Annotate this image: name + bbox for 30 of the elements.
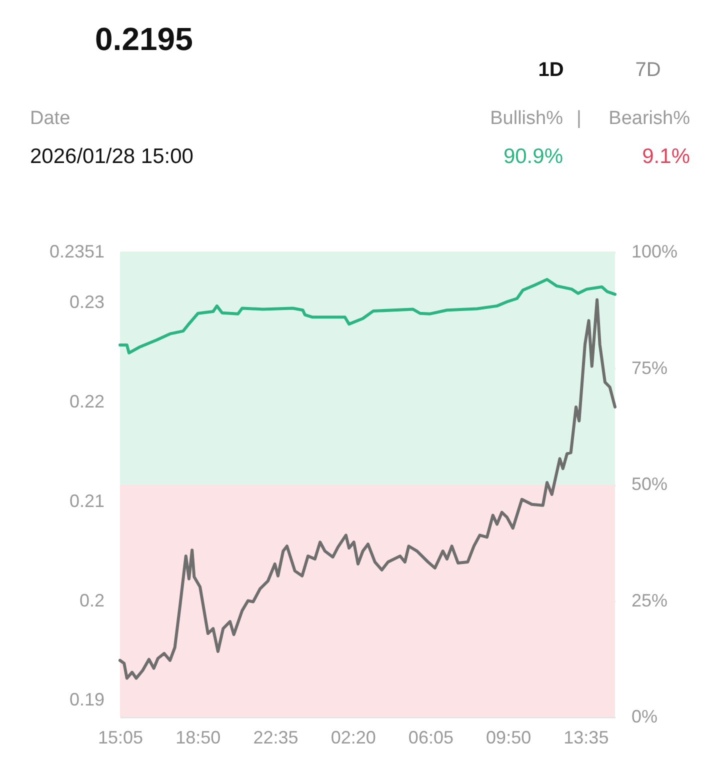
line-series [118, 298, 616, 680]
text: Bullish% [490, 108, 564, 129]
text: Bearish% [608, 108, 690, 129]
x-tick-label: 06:05 [408, 728, 454, 748]
y2-tick-label: 100% [632, 242, 678, 262]
y-tick-label: 0.21 [69, 490, 104, 511]
text: Date [30, 108, 70, 129]
y-tick-label: 0.2351 [49, 242, 104, 262]
text: 2026/01/28 15:00 [30, 145, 194, 168]
y-tick-label: 0.22 [69, 392, 104, 412]
line-series [118, 278, 616, 354]
x-tick-label: 22:35 [253, 728, 298, 748]
text: | [576, 108, 582, 129]
text: 1D [538, 59, 564, 81]
y2-tick-label: 75% [632, 358, 668, 378]
y2-tick-label: 50% [632, 474, 668, 494]
x-tick-label: 18:50 [176, 728, 221, 748]
chart-title: 0.2195 [95, 21, 193, 57]
x-tick-label: 09:50 [486, 728, 532, 748]
y-tick-label: 0.2 [79, 590, 104, 610]
y-tick-label: 0.19 [69, 690, 104, 710]
text: 9.1% [642, 145, 690, 168]
text: 90.9% [503, 145, 563, 168]
x-tick-label: 13:35 [564, 728, 609, 748]
y-tick-label: 0.23 [69, 292, 104, 312]
text: 7D [635, 59, 661, 81]
x-tick-label: 15:05 [98, 728, 144, 748]
y2-tick-label: 0% [632, 706, 658, 726]
x-tick-label: 02:20 [330, 728, 376, 748]
y2-tick-label: 25% [632, 590, 668, 610]
